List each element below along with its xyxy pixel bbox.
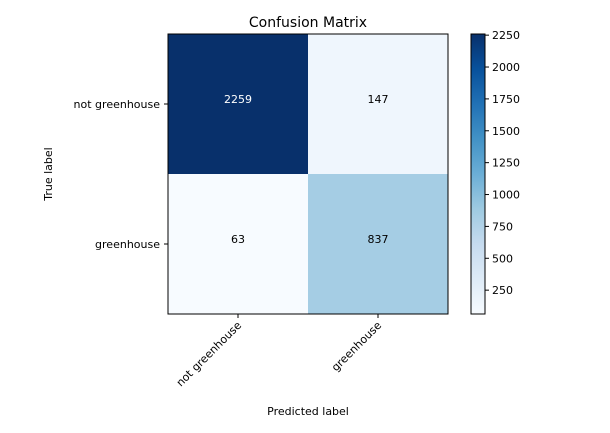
heatmap-cell xyxy=(168,174,308,314)
heatmap-cell xyxy=(308,174,448,314)
colorbar-tick-label: 1000 xyxy=(492,189,520,202)
colorbar-tick-label: 750 xyxy=(492,220,513,233)
cell-value-label: 63 xyxy=(231,233,245,246)
heatmap-cell xyxy=(308,34,448,174)
colorbar-tick-label: 1250 xyxy=(492,157,520,170)
x-axis-label: Predicted label xyxy=(267,405,349,418)
y-tick-label: greenhouse xyxy=(95,238,160,251)
colorbar-ticks: 250 500 750 1000 1250 1500 1750 2000 2250 xyxy=(485,29,520,297)
colorbar-tick-label: 1750 xyxy=(492,93,520,106)
x-tick-label: greenhouse xyxy=(329,319,384,374)
colorbar-tick-label: 2000 xyxy=(492,61,520,74)
plot-frame xyxy=(167,33,449,315)
y-tick-label: not greenhouse xyxy=(74,98,161,111)
cell-value-label: 837 xyxy=(368,233,389,246)
colorbar xyxy=(470,33,486,315)
x-axis-ticks: not greenhouse greenhouse xyxy=(174,314,384,389)
colorbar-tick-label: 2250 xyxy=(492,29,520,42)
colorbar-tick-label: 500 xyxy=(492,252,513,265)
cell-value-label: 2259 xyxy=(224,93,252,106)
heatmap-cell xyxy=(168,34,308,174)
y-axis-label: True label xyxy=(42,147,55,201)
chart-title: Confusion Matrix xyxy=(249,15,367,31)
cell-value-label: 147 xyxy=(368,93,389,106)
x-tick-label: not greenhouse xyxy=(174,319,244,389)
y-axis-ticks: not greenhouse greenhouse xyxy=(74,98,168,251)
colorbar-tick-label: 250 xyxy=(492,284,513,297)
colorbar-tick-label: 1500 xyxy=(492,125,520,138)
heatmap-cells: 2259 147 63 837 xyxy=(168,34,448,314)
